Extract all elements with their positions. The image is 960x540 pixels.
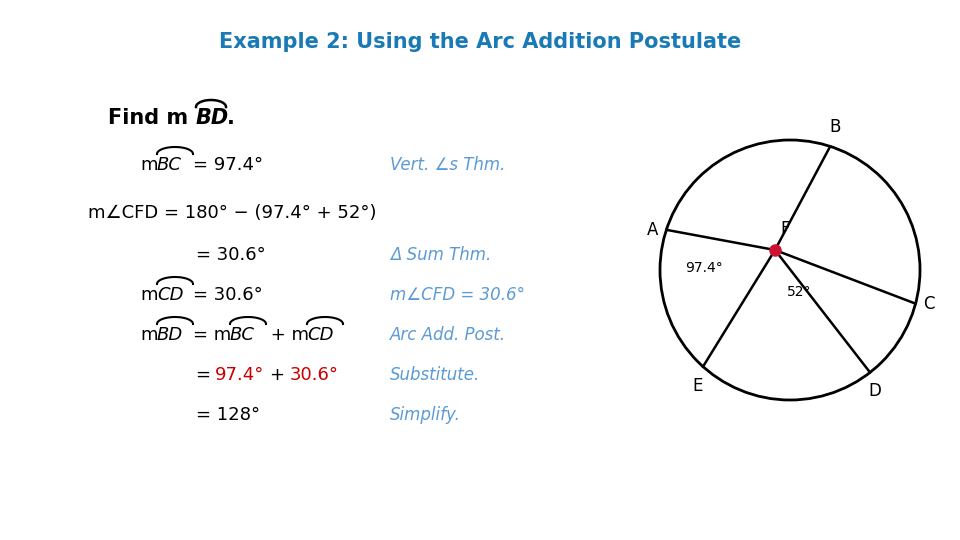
- Text: Arc Add. Post.: Arc Add. Post.: [390, 326, 506, 344]
- Text: Example 2: Using the Arc Addition Postulate: Example 2: Using the Arc Addition Postul…: [219, 32, 741, 52]
- Text: 30.6°: 30.6°: [290, 366, 339, 384]
- Text: BD: BD: [196, 108, 229, 128]
- Text: BD: BD: [157, 326, 183, 344]
- Text: CD: CD: [307, 326, 333, 344]
- Text: m: m: [140, 286, 157, 304]
- Text: Substitute.: Substitute.: [390, 366, 480, 384]
- Text: m: m: [140, 326, 157, 344]
- Text: +: +: [270, 366, 291, 384]
- Text: B: B: [829, 118, 841, 137]
- Text: = 128°: = 128°: [196, 406, 260, 424]
- Text: = 30.6°: = 30.6°: [196, 246, 266, 264]
- Text: BC: BC: [157, 156, 182, 174]
- Text: + m: + m: [265, 326, 309, 344]
- Text: F: F: [780, 220, 789, 238]
- Text: Find m: Find m: [108, 108, 188, 128]
- Text: =: =: [196, 366, 217, 384]
- Text: Δ Sum Thm.: Δ Sum Thm.: [390, 246, 492, 264]
- Text: 97.4°: 97.4°: [215, 366, 264, 384]
- Text: 97.4°: 97.4°: [685, 261, 723, 275]
- Text: .: .: [227, 108, 235, 128]
- Text: BC: BC: [230, 326, 255, 344]
- Text: C: C: [924, 295, 935, 313]
- Text: Vert. ∠s Thm.: Vert. ∠s Thm.: [390, 156, 505, 174]
- Text: = m: = m: [193, 326, 231, 344]
- Text: CD: CD: [157, 286, 183, 304]
- Text: = 97.4°: = 97.4°: [193, 156, 263, 174]
- Text: m: m: [140, 156, 157, 174]
- Text: = 30.6°: = 30.6°: [193, 286, 263, 304]
- Text: E: E: [693, 376, 704, 395]
- Text: A: A: [647, 221, 659, 239]
- Text: m∠CFD = 30.6°: m∠CFD = 30.6°: [390, 286, 525, 304]
- Text: Simplify.: Simplify.: [390, 406, 461, 424]
- Text: m∠CFD = 180° − (97.4° + 52°): m∠CFD = 180° − (97.4° + 52°): [88, 204, 376, 222]
- Text: D: D: [869, 382, 881, 401]
- Text: 52°: 52°: [787, 285, 811, 299]
